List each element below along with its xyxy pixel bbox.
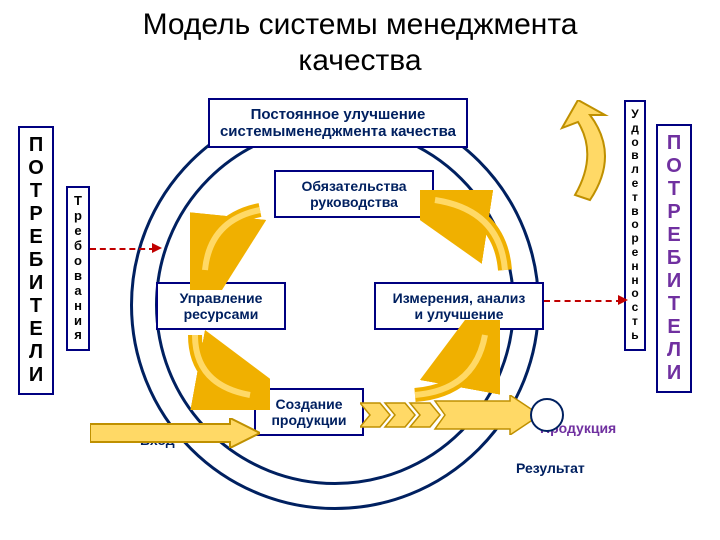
create-l2: продукции xyxy=(264,412,354,428)
obligation-box: Обязательства руководства xyxy=(274,170,434,218)
top-improvement-l1: Постоянное улучшение xyxy=(218,106,458,123)
obligation-l1: Обязательства xyxy=(284,178,424,194)
curved-arrow-top-left xyxy=(190,200,280,290)
top-improvement-box: Постоянное улучшение системыменеджмента … xyxy=(208,98,468,148)
requirements-box: Требования xyxy=(66,186,90,351)
label-result: Результат xyxy=(516,460,585,476)
top-improvement-l2: системыменеджмента качества xyxy=(218,123,458,140)
left-consumers-box: ПОТРЕБИТЕЛИ xyxy=(18,126,54,395)
big-cycle-arrow xyxy=(540,100,630,210)
obligation-l2: руководства xyxy=(284,194,424,210)
measure-l1: Измерения, анализ xyxy=(384,290,534,306)
create-box: Создание продукции xyxy=(254,388,364,436)
resources-l1: Управление xyxy=(166,290,276,306)
product-oval xyxy=(530,398,564,432)
arrow-create-out xyxy=(360,395,540,435)
curved-arrow-top-right xyxy=(420,190,520,285)
create-l1: Создание xyxy=(264,396,354,412)
dashed-arrow-in-head xyxy=(152,243,162,253)
dashed-arrow-out-head xyxy=(618,295,628,305)
right-consumers-box: ПОТРЕБИТЕЛИ xyxy=(656,124,692,393)
dashed-arrow-in xyxy=(90,248,155,250)
page-title-line1: Модель системы менеджмента xyxy=(0,8,720,42)
curved-arrow-bottom-left xyxy=(180,320,270,410)
page-title-line2: качества xyxy=(0,44,720,78)
dashed-arrow-out xyxy=(544,300,622,302)
arrow-vhod xyxy=(90,418,260,448)
